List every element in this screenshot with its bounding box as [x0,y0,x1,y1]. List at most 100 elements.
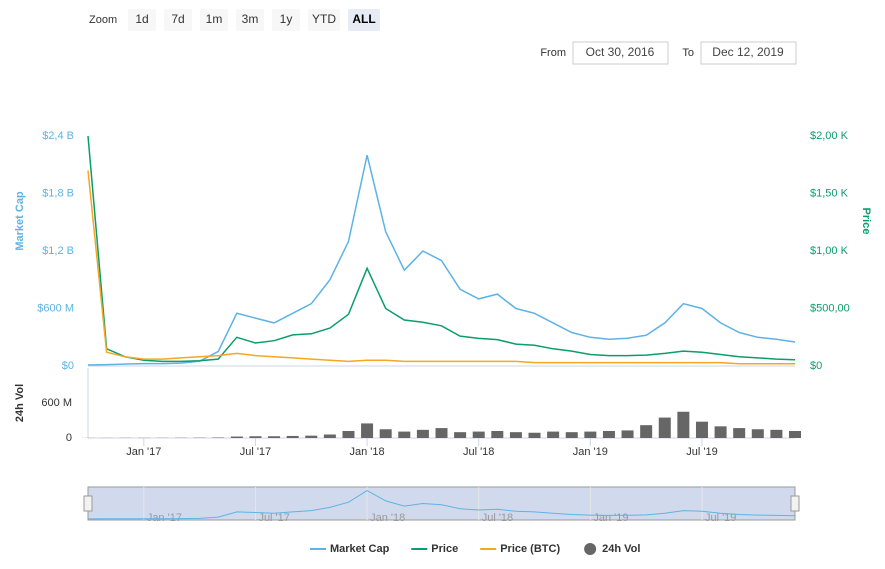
volume-bar [268,436,281,438]
zoom-button-bg[interactable] [200,9,228,31]
volume-bar [416,429,429,438]
volume-bar [789,431,801,438]
from-date[interactable]: Oct 30, 2016 [586,45,655,59]
legend-item[interactable]: 24h Vol [584,543,640,555]
zoom-button-label[interactable]: ALL [352,12,375,26]
volume-bar [435,428,448,438]
y2-tick-label: $0 [810,360,822,372]
volume-bar [323,434,336,438]
y-tick-label: $1,8 B [42,187,74,199]
zoom-button-label[interactable]: 3m [242,12,259,26]
legend-symbol [584,543,597,555]
volume-bar [361,423,374,438]
zoom-button[interactable]: 7d [164,9,192,31]
zoom-button[interactable]: 1d [128,9,156,31]
y-tick-label: $1,2 B [42,245,74,257]
y-tick-label: $2,4 B [42,130,74,142]
zoom-button-label[interactable]: YTD [312,12,336,26]
volume-bar [602,431,615,438]
y-tick-label: $600 M [37,302,74,314]
from-box[interactable] [572,41,669,65]
navigator-handle[interactable] [83,495,93,512]
zoom-button-label[interactable]: 1y [280,12,293,26]
zoom-button-bg[interactable] [308,9,340,31]
legend-label[interactable]: 24h Vol [602,543,640,555]
volume-bar [714,426,727,438]
zoom-button[interactable]: 1y [272,9,300,31]
zoom-button[interactable]: 3m [236,9,264,31]
volume-tick-label: 600 M [41,397,72,409]
volume-bar [472,431,485,438]
zoom-button[interactable]: 1m [200,9,228,31]
range-selector: Zoom [89,14,117,26]
zoom-button-bg[interactable] [272,9,300,31]
volume-bar [733,428,746,438]
volume-bar [770,429,783,438]
series-line [87,170,795,365]
legend-item[interactable]: Market Cap [310,543,390,555]
legend-label[interactable]: Price (BTC) [500,543,560,555]
y2-tick-label: $1,50 K [810,187,849,199]
volume-bar [658,417,671,438]
volume-bar [454,432,467,438]
legend-label[interactable]: Price [431,543,458,555]
volume-bar [565,432,578,438]
zoom-button-bg[interactable] [164,9,192,31]
to-date[interactable]: Dec 12, 2019 [712,45,784,59]
zoom-button[interactable]: YTD [308,9,340,31]
zoom-button-bg[interactable] [236,9,264,31]
x-tick-label: Jan '18 [350,446,385,458]
volume-tick-label: 0 [66,432,72,444]
volume-bar [491,431,504,438]
legend-item[interactable]: Price (BTC) [480,543,560,555]
zoom-button-label[interactable]: 7d [171,12,184,26]
navigator-tick-label: Jul '18 [482,512,513,524]
navigator-tick-label: Jul '17 [258,512,289,524]
volume-bar [305,435,318,438]
x-tick-label: Jan '19 [573,446,608,458]
volume-bar [286,435,299,438]
to-input[interactable]: Dec 12, 2019 [700,41,797,65]
volume-bar [640,425,653,438]
volume-bar [695,421,708,438]
legend-label[interactable]: Market Cap [330,543,390,555]
navigator-tick-label: Jan '17 [147,512,182,524]
y2-tick-label: $2,00 K [810,130,849,142]
navigator-tick-label: Jan '19 [593,512,628,524]
series-line [87,155,796,366]
y2-tick-label: $500,00 [810,302,850,314]
zoom-button-label[interactable]: 1d [135,12,148,26]
from-label: From [540,47,566,59]
x-tick-label: Jul '19 [686,446,717,458]
x-tick-label: Jul '18 [463,446,494,458]
navigator-handle[interactable] [790,495,800,512]
navigator-tick-label: Jul '19 [705,512,736,524]
zoom-label: Zoom [89,14,117,26]
zoom-button-label[interactable]: 1m [206,12,223,26]
legend-item[interactable]: Price [411,543,458,555]
zoom-button[interactable]: ALL [348,9,380,31]
volume-bar [621,430,634,438]
series-line [87,135,796,363]
y2-tick-label: $1,00 K [810,245,849,257]
volume-bar [398,431,411,438]
to-label: To [682,47,694,59]
volume-bar [751,429,764,438]
navigator-line [87,490,796,520]
y-axis-title: Market Cap [14,191,26,251]
volume-bar [342,431,355,438]
volume-axis-title: 24h Vol [14,384,26,422]
x-tick-label: Jul '17 [240,446,271,458]
to-box[interactable] [700,41,797,65]
volume-bar [584,431,597,438]
zoom-button-bg[interactable] [128,9,156,31]
volume-bar [379,429,392,438]
x-tick-label: Jan '17 [126,446,161,458]
volume-bar [547,431,560,438]
navigator-tick-label: Jan '18 [370,512,405,524]
navigator-window[interactable] [87,486,796,521]
from-input[interactable]: Oct 30, 2016 [572,41,669,65]
volume-bar [249,436,262,438]
zoom-button-bg[interactable] [348,9,380,31]
